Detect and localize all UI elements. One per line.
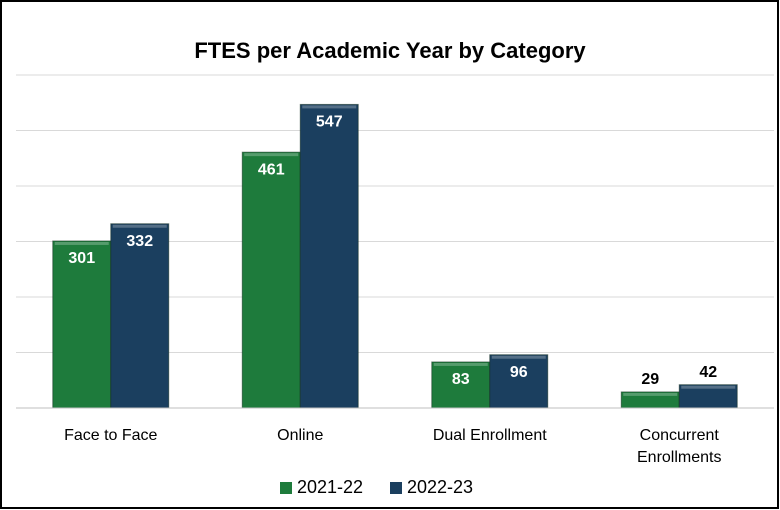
bar-highlight	[491, 355, 546, 359]
x-tick-label: Dual Enrollment	[433, 427, 547, 444]
data-label: 332	[126, 233, 153, 250]
data-label: 547	[316, 114, 343, 131]
legend-swatch	[390, 482, 402, 494]
chart-title: FTES per Academic Year by Category	[194, 38, 586, 63]
bar	[489, 354, 549, 409]
data-label: 301	[68, 250, 95, 267]
bar	[241, 151, 301, 409]
legend-label: 2022-23	[407, 477, 473, 497]
x-tick-label: Online	[277, 427, 323, 444]
bar-highlight	[433, 362, 488, 366]
legend-swatch	[280, 482, 292, 494]
legend-label: 2021-22	[297, 477, 363, 497]
x-tick-label: Face to Face	[64, 427, 157, 444]
bar-highlight	[623, 392, 678, 396]
bar-highlight	[112, 224, 167, 228]
data-label: 42	[699, 364, 717, 381]
bar-highlight	[244, 153, 299, 157]
data-label: 461	[258, 161, 285, 178]
data-label: 83	[452, 371, 470, 388]
bar	[52, 240, 112, 409]
data-label: 96	[510, 364, 528, 381]
x-tick-label: Concurrent Enrollments	[637, 427, 721, 466]
data-label: 29	[641, 371, 659, 388]
bar-highlight	[54, 241, 109, 245]
bar	[110, 223, 170, 409]
bar	[299, 103, 359, 409]
bar-highlight	[302, 105, 357, 109]
bar-highlight	[681, 385, 736, 389]
bar	[431, 361, 491, 409]
